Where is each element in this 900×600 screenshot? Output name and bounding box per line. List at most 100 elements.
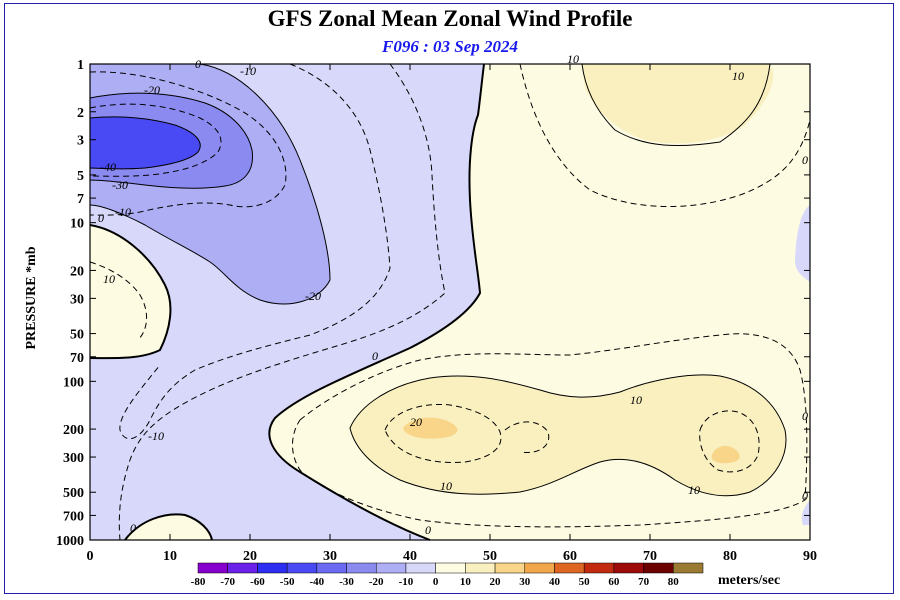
y-tick-label-12: 300 [63,451,84,466]
clabel-minus10-bottom: -10 [148,429,164,443]
clabel-zero-g: 0 [802,489,808,503]
x-tick-label-1: 10 [163,549,177,564]
colorbar-label-5: -30 [339,576,354,588]
clabel-ten-d: 10 [103,272,115,286]
clabel-ten-b: 10 [440,479,452,493]
minus25-contour-a [89,71,287,216]
colorbar-label-3: -50 [280,576,295,588]
colorbar-swatch-16 [673,562,704,574]
x-tick-label-5: 50 [483,549,497,564]
colorbar-swatch-11 [524,562,555,574]
plus10-contour-top [581,63,771,147]
clabel-ten-a: 10 [630,393,642,407]
x-tick-label-7: 70 [643,549,657,564]
colorbar-swatch-4 [316,562,347,574]
y-tick-label-4: 7 [77,192,84,207]
x-tick-label-0: 0 [87,549,94,564]
minus30-contour [89,92,254,189]
x-tick-label-2: 20 [243,549,257,564]
y-tick-label-6: 20 [70,264,84,279]
x-tick-label-4: 40 [403,549,417,564]
colorbar-label-16: 80 [668,576,680,588]
plus15-contour-c [504,421,550,454]
clabel-zero-e: 0 [802,153,808,167]
y-tick-label-5: 10 [70,217,84,232]
colorbar-units: meters/sec [718,573,781,588]
colorbar-label-10: 20 [490,576,502,588]
colorbar-label-7: -10 [399,576,414,588]
colorbar-swatch-15 [643,562,674,574]
colorbar-label-8: 0 [433,576,439,588]
colorbar-swatch-12 [554,562,585,574]
dashed-contours [89,63,811,541]
x-axis: 0 10 20 30 40 50 60 70 80 90 [87,64,817,564]
colorbar-label-0: -80 [191,576,206,588]
colorbar-swatch-1 [227,562,258,574]
colorbar-swatch-9 [465,562,496,574]
x-tick-label-9: 90 [803,549,817,564]
colorbar-swatch-10 [494,562,526,574]
colorbar-swatch-3 [286,562,318,574]
clabel-ten-c: 10 [688,483,700,497]
chart-title: GFS Zonal Mean Zonal Wind Profile [267,6,633,31]
colorbar-label-15: 70 [638,576,650,588]
minus40-contour [89,116,201,170]
colorbar-label-2: -60 [250,576,265,588]
figure-frame [4,3,894,594]
field-20-30-a [403,417,458,439]
clabel-zero-f: 0 [802,409,808,423]
minus15-contour-a [119,63,391,440]
x-tick-label-6: 60 [563,549,577,564]
plus5-contour-a [292,333,808,528]
colorbar-swatch-2 [257,562,288,574]
y-tick-label-15: 1000 [56,534,84,549]
y-tick-label-13: 500 [63,486,84,501]
plus10-contour [349,374,787,497]
clabel-ten-right: 10 [732,69,744,83]
y-tick-label-10: 100 [63,375,84,390]
chart-subtitle: F096 : 03 Sep 2024 [382,37,518,56]
field-10-20-region [350,374,786,496]
y-tick-label-1: 2 [77,106,84,121]
minus20-contour [89,63,331,305]
field-0-10-lower-left [90,225,171,359]
clabel-minus30: -30 [112,178,128,192]
field-20-30-b [711,445,740,464]
colorbar-label-11: 30 [519,576,531,588]
zero-contour-main [268,63,485,541]
colorbar-label-12: 40 [549,576,561,588]
clabel-zero-d: 0 [425,523,431,537]
y-tick-label-2: 3 [77,134,84,149]
clabel-twenty: 20 [410,415,422,429]
colorbar-swatch-6 [375,562,407,574]
clabel-minus10-left: -10 [115,205,131,219]
colorbar-label-9: 10 [460,576,472,588]
field-minus10-edge-b [801,500,810,525]
clabel-minus20-mid: -20 [305,289,321,303]
colorbar-label-4: -40 [309,576,324,588]
plot-area-border [89,63,811,541]
field-minus40-region [90,116,201,169]
field-10-20-top [582,64,774,144]
colorbar-swatch-0 [197,562,228,574]
colorbar-swatch-5 [346,562,377,574]
zero-contour-bottom [124,513,213,541]
clabel-minus10-top: -10 [240,64,256,78]
clabel-minus40: -40 [100,160,116,174]
colorbar-label-6: -20 [369,576,384,588]
y-tick-label-9: 70 [70,351,84,366]
colorbar-swatch-14 [613,562,644,574]
plus15-contour-a [384,403,502,464]
clabel-zero-a: 0 [372,349,378,363]
field-0-10-bottom [125,514,212,540]
clabel-ten-top: 10 [567,52,579,66]
y-tick-label-8: 50 [70,328,84,343]
wind-fields [90,64,810,540]
minus35-contour-a [89,103,222,177]
colorbar-swatch-7 [405,562,436,574]
colorbar-label-1: -70 [220,576,235,588]
plus5-contour-c [89,261,147,341]
colorbar-label-13: 50 [579,576,591,588]
